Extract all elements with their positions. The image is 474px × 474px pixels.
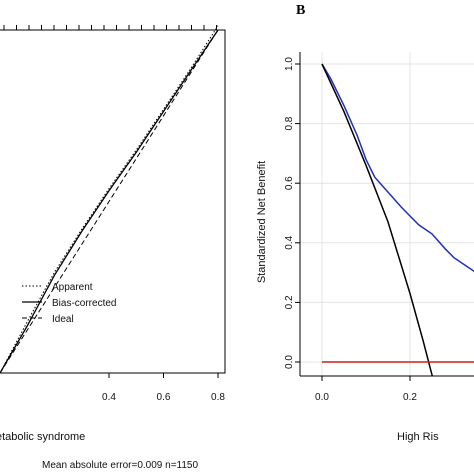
panel-a-top-ticks	[3, 25, 217, 30]
panel-a-x-axis-label: etabolic syndrome	[0, 431, 85, 443]
panel-b-x-tick-label: 0.0	[315, 392, 329, 403]
legend-apparent-label: Apparent	[52, 282, 93, 293]
panel-b-y-tick-label: 0.0	[284, 355, 295, 369]
panel-a-series	[0, 25, 219, 374]
panel-b-grid	[300, 52, 474, 376]
panel-a-legend: Apparent Bias-corrected Ideal	[22, 282, 116, 325]
footer-mean-absolute-error: Mean absolute error=0.009 n=1150	[42, 460, 198, 471]
panel-a-plot-frame	[0, 29, 226, 374]
panel-a-x-tick-label: 0.6	[157, 392, 171, 403]
panel-b-y-tick-label: 0.4	[284, 235, 295, 249]
panel-b-label: B	[296, 3, 305, 18]
panel-b-y-tick-label: 1.0	[284, 57, 295, 71]
panel-b-x-tick-label: 0.2	[403, 392, 417, 403]
panel-b-x-axis: 0.00.20.4	[315, 376, 417, 403]
panel-a-series-bias-corrected	[0, 29, 219, 374]
panel-a-x-tick-label: 0.4	[102, 392, 116, 403]
panel-b-y-axis: 0.0 0.2 0.4 0.6 0.8 1.0	[284, 57, 300, 369]
panel-b-y-axis-label: Standardized Net Benefit	[256, 161, 268, 283]
panel-b-model-curve	[321, 63, 474, 273]
panel-a-series-ideal	[0, 29, 219, 374]
panel-b: B 0.0 0.2 0.4 0.6 0.8 1.0 0.0 0.2 0.4 Standardi…	[256, 3, 474, 443]
legend-bias-corrected-label: Bias-corrected	[52, 298, 116, 309]
panel-b-treat-all-curve	[321, 63, 434, 376]
panel-b-x-axis-label: High Ris	[397, 431, 439, 443]
legend-ideal-label: Ideal	[52, 314, 74, 325]
panel-a-series-apparent	[0, 25, 219, 374]
panel-a-x-tick-label: 0.8	[211, 392, 225, 403]
panel-b-y-tick-label: 0.2	[284, 295, 295, 309]
panel-b-y-tick-label: 0.8	[284, 116, 295, 130]
panel-a-x-axis: 0.4 0.6 0.8	[102, 373, 225, 403]
panel-b-series	[321, 63, 474, 376]
panel-b-y-tick-label: 0.6	[284, 176, 295, 190]
panel-a: 0.4 0.6 0.8 etabolic syndrome Apparent Bia…	[0, 25, 226, 443]
